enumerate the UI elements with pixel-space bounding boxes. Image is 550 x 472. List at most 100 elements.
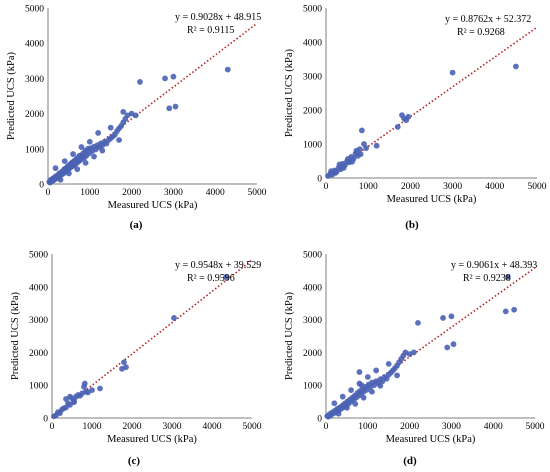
y-tick-label: 2000 bbox=[303, 349, 322, 359]
y-tick-label: 5000 bbox=[303, 5, 322, 15]
y-tick-label: 2000 bbox=[29, 349, 48, 359]
data-point bbox=[373, 142, 380, 149]
data-point bbox=[356, 369, 363, 375]
y-tick-label: 5000 bbox=[303, 251, 322, 261]
data-point bbox=[82, 159, 89, 166]
data-point bbox=[358, 382, 365, 389]
data-point bbox=[224, 66, 231, 73]
panel-label: (b) bbox=[405, 219, 419, 231]
chart-b: 0 1000 2000 3000 4000 5000 0 1000 2000 3000 4000 50… bbox=[284, 5, 547, 232]
y-tick-label: 5000 bbox=[25, 5, 44, 15]
data-point bbox=[123, 364, 129, 371]
data-point bbox=[331, 400, 338, 407]
data-point bbox=[352, 400, 359, 407]
data-point bbox=[171, 315, 177, 321]
data-point bbox=[70, 151, 76, 157]
r-squared: R² = 0.9115 bbox=[187, 25, 234, 36]
trendline bbox=[325, 26, 538, 177]
x-axis-label: Measured UCS (kPa) bbox=[107, 434, 197, 445]
x-axis-label: Measured UCS (kPa) bbox=[108, 200, 198, 211]
chart-c: 0 1000 2000 3000 4000 5000 0 1000 2000 3000 4000 50… bbox=[10, 251, 262, 468]
data-point bbox=[373, 367, 380, 374]
data-point bbox=[450, 341, 457, 348]
data-point bbox=[410, 349, 417, 356]
data-point bbox=[121, 359, 127, 366]
data-point bbox=[511, 306, 517, 313]
data-point bbox=[89, 387, 95, 394]
y-tick-label: 0 bbox=[317, 415, 322, 425]
data-point bbox=[332, 170, 339, 176]
data-point bbox=[74, 166, 81, 173]
x-tick-label: 4000 bbox=[484, 422, 503, 432]
y-tick-label: 4000 bbox=[303, 39, 322, 49]
x-tick-label: 2000 bbox=[401, 182, 420, 192]
y-tick-label: 1000 bbox=[303, 141, 322, 151]
data-point bbox=[78, 144, 85, 150]
data-point bbox=[377, 382, 384, 389]
r-squared: R² = 0.9238 bbox=[463, 273, 511, 284]
y-tick-label: 1000 bbox=[25, 145, 44, 155]
x-tick-label: 4000 bbox=[203, 422, 222, 432]
y-tick-label: 5000 bbox=[29, 251, 48, 261]
x-tick-label: 0 bbox=[50, 422, 55, 432]
x-tick-label: 4000 bbox=[485, 182, 504, 192]
panel-label: (c) bbox=[128, 455, 141, 467]
chart-d: 0 1000 2000 3000 4000 5000 0 1000 2000 3000 4000 50… bbox=[284, 251, 545, 468]
y-tick-label: 3000 bbox=[303, 316, 322, 326]
data-point bbox=[116, 137, 122, 143]
y-tick-label: 0 bbox=[317, 175, 322, 185]
data-point bbox=[97, 385, 103, 392]
x-tick-label: 1000 bbox=[358, 422, 377, 432]
x-axis-label: Measured UCS (kPa) bbox=[387, 194, 477, 205]
x-tick-label: 1000 bbox=[80, 188, 99, 198]
data-point bbox=[99, 147, 106, 154]
data-point bbox=[223, 274, 229, 280]
data-point bbox=[369, 388, 375, 395]
panel-b: 0 1000 2000 3000 4000 5000 0 1000 2000 3000 4000 50… bbox=[275, 0, 550, 236]
data-point bbox=[344, 404, 350, 411]
data-point bbox=[353, 147, 360, 154]
y-tick-label: 2000 bbox=[303, 107, 322, 117]
data-point bbox=[504, 274, 511, 280]
data-point bbox=[86, 138, 93, 145]
x-tick-label: 3000 bbox=[163, 422, 182, 432]
data-point bbox=[67, 393, 73, 400]
data-point bbox=[166, 105, 173, 112]
x-tick-label: 2000 bbox=[122, 188, 141, 198]
trendline bbox=[51, 259, 253, 418]
y-tick-label: 4000 bbox=[25, 40, 44, 50]
data-point bbox=[107, 124, 114, 131]
data-point bbox=[66, 170, 72, 177]
data-point bbox=[57, 176, 64, 183]
x-tick-label: 3000 bbox=[443, 182, 462, 192]
data-point bbox=[364, 374, 371, 380]
y-axis-label: Predicted UCS (kPa) bbox=[6, 51, 17, 140]
x-tick-label: 5000 bbox=[248, 188, 267, 198]
x-tick-label: 5000 bbox=[526, 422, 545, 432]
data-point bbox=[340, 164, 347, 171]
data-point bbox=[363, 145, 369, 151]
data-point bbox=[339, 393, 346, 400]
chart-a: 0 1000 2000 3000 4000 5000 0 1000 2000 3000 4000 50… bbox=[6, 5, 267, 232]
x-tick-label: 2000 bbox=[123, 422, 142, 432]
data-point bbox=[132, 112, 139, 119]
x-tick-label: 0 bbox=[324, 182, 329, 192]
data-point bbox=[415, 319, 421, 326]
data-point bbox=[440, 315, 446, 321]
r-squared: R² = 0.9268 bbox=[457, 27, 505, 38]
y-tick-label: 3000 bbox=[303, 73, 322, 83]
trendline bbox=[47, 22, 258, 183]
y-tick-label: 1000 bbox=[29, 382, 48, 392]
data-point bbox=[360, 394, 367, 401]
x-tick-label: 0 bbox=[324, 422, 329, 432]
r-squared: R² = 0.9596 bbox=[187, 273, 235, 284]
data-point bbox=[394, 124, 401, 130]
data-point bbox=[336, 161, 343, 168]
data-point bbox=[394, 372, 400, 379]
data-point bbox=[137, 79, 143, 85]
x-tick-label: 0 bbox=[46, 188, 51, 198]
y-tick-label: 0 bbox=[43, 415, 48, 425]
data-point bbox=[52, 165, 59, 172]
y-tick-label: 4000 bbox=[303, 283, 322, 293]
x-tick-label: 3000 bbox=[442, 422, 461, 432]
